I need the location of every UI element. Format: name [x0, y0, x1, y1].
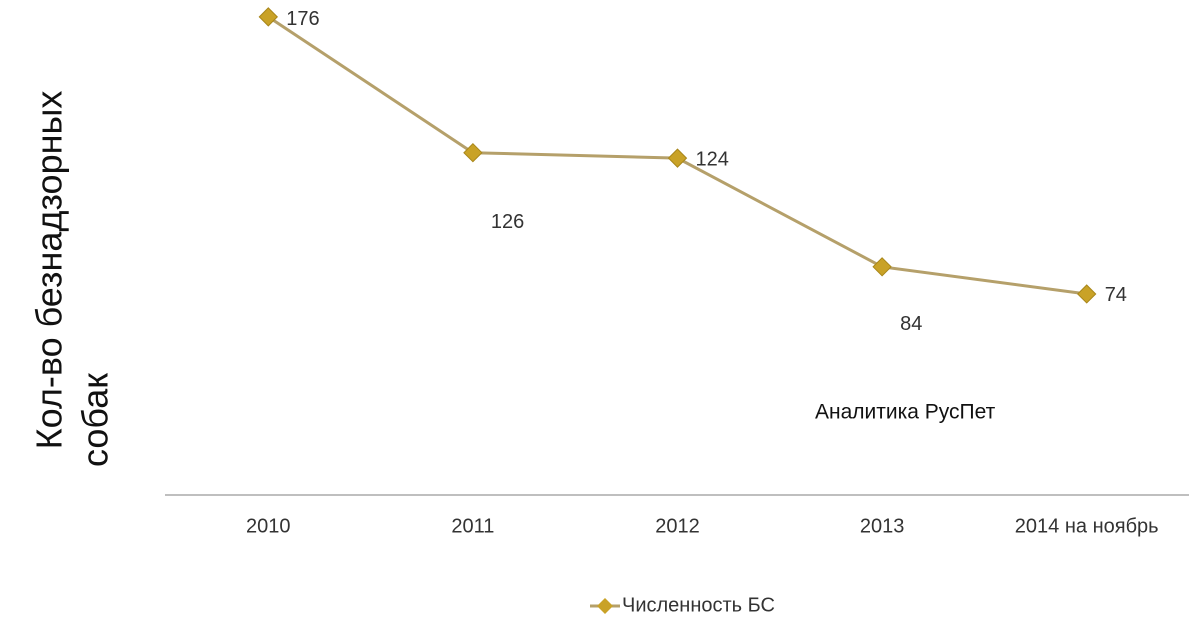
- data-label: 74: [1105, 284, 1127, 306]
- marker: [258, 7, 279, 27]
- x-tick-label: 2011: [451, 515, 494, 537]
- x-tick-label: 2013: [860, 515, 905, 537]
- y-axis-label: собак: [75, 373, 116, 467]
- legend-label: Численность БС: [622, 594, 775, 616]
- annotation: Аналитика РусПет: [815, 401, 996, 424]
- x-tick-label: 2010: [246, 515, 291, 537]
- marker: [1076, 284, 1097, 304]
- x-tick-label: 2012: [655, 515, 700, 537]
- marker: [872, 257, 892, 277]
- x-tick-label: 2014 на ноябрь: [1015, 515, 1159, 537]
- data-label: 84: [900, 313, 922, 335]
- data-label: 176: [286, 8, 319, 30]
- y-axis-label: Кол-во безнадзорных: [29, 91, 70, 450]
- marker: [667, 148, 688, 168]
- data-label: 126: [491, 211, 524, 233]
- marker: [463, 142, 483, 163]
- legend-marker: [597, 598, 613, 614]
- data-label: 124: [696, 148, 729, 170]
